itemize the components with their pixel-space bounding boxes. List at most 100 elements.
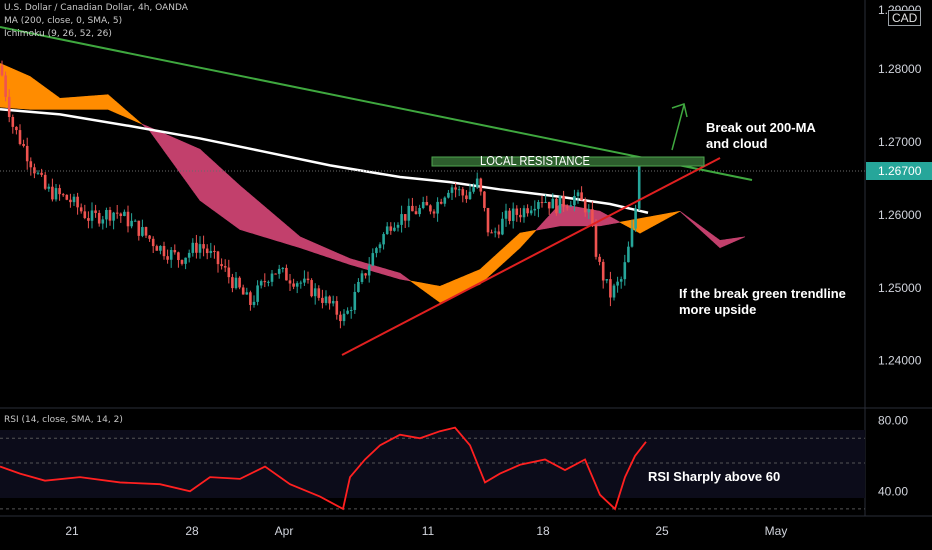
candle-down <box>540 202 544 204</box>
candle-up <box>184 257 187 264</box>
candle-up <box>324 296 328 303</box>
candle-up <box>252 301 256 305</box>
red-uptrend-line[interactable] <box>341 157 721 356</box>
rsi-note: RSI Sharply above 60 <box>648 469 780 484</box>
candle-up <box>331 301 335 304</box>
candle-up <box>198 244 202 253</box>
candle-up <box>457 189 461 191</box>
candle-down <box>249 292 252 305</box>
candle-up <box>493 231 497 233</box>
candle-up <box>522 208 526 218</box>
candle-down <box>11 117 15 127</box>
candle-up <box>418 208 421 215</box>
candle-down <box>583 200 587 213</box>
candle-down <box>411 205 414 212</box>
symbol-legend[interactable]: U.S. Dollar / Canadian Dollar, 4h, OANDA <box>4 3 188 13</box>
ma-legend[interactable]: MA (200, close, 0, SMA, 5) <box>4 16 123 26</box>
candle-down <box>213 250 216 252</box>
candle-down <box>439 201 443 204</box>
candle-up <box>101 219 105 224</box>
candle-up <box>551 198 555 209</box>
candle-down <box>483 191 486 208</box>
ma200-line[interactable] <box>0 108 649 214</box>
candle-up <box>475 178 479 188</box>
candle-up <box>123 211 126 217</box>
candle-down <box>61 194 65 196</box>
candle-up <box>468 191 472 200</box>
candle-down <box>292 283 295 287</box>
candle-down <box>519 214 522 218</box>
rsi-line[interactable] <box>0 426 647 511</box>
candle-up <box>72 196 76 203</box>
candle-up <box>544 201 547 203</box>
time-tick-label: 21 <box>65 524 79 538</box>
candle-down <box>108 209 112 221</box>
candle-down <box>335 301 339 315</box>
candle-up <box>511 208 515 221</box>
candle-up <box>537 202 540 209</box>
candle-down <box>177 252 180 261</box>
candle-down <box>76 196 79 208</box>
candle-up <box>105 209 108 220</box>
candle-down <box>591 209 594 225</box>
candle-down <box>58 188 61 195</box>
price-tick-label: 1.28000 <box>878 62 922 76</box>
candle-down <box>119 213 123 217</box>
candle-up <box>353 291 357 310</box>
candle-up <box>367 265 371 276</box>
green-downtrend-line[interactable] <box>0 26 753 181</box>
candle-down <box>562 195 565 207</box>
rsi-legend[interactable]: RSI (14, close, SMA, 14, 2) <box>4 415 123 425</box>
candle-up <box>187 252 191 258</box>
candle-up <box>90 210 94 221</box>
candle-up <box>450 187 454 193</box>
candle-down <box>137 220 141 236</box>
rsi-tick-label: 80.00 <box>878 414 908 428</box>
candle-up <box>54 188 58 200</box>
price-tick-label: 1.27000 <box>878 135 922 149</box>
candle-up <box>209 250 213 254</box>
candle-up <box>501 218 504 235</box>
candle-down <box>97 212 101 224</box>
price-tick-label: 1.25000 <box>878 281 922 295</box>
candle-down <box>490 232 493 234</box>
candle-down <box>115 212 119 214</box>
candle-down <box>403 214 407 221</box>
candle-up <box>619 279 623 282</box>
candle-down <box>526 208 529 214</box>
currency-badge[interactable]: CAD <box>888 10 922 26</box>
candle-up <box>558 195 562 214</box>
candle-down <box>33 167 36 174</box>
time-tick-label: 28 <box>185 524 199 538</box>
candle-up <box>36 172 40 174</box>
candle-down <box>425 202 429 206</box>
candle-up <box>634 208 637 229</box>
local-resistance-box[interactable] <box>431 156 705 167</box>
candle-up <box>303 278 306 283</box>
candle-down <box>43 174 47 189</box>
candle-up <box>378 244 382 249</box>
breakout-note-line2: and cloud <box>706 136 767 151</box>
candle-down <box>274 273 277 275</box>
candle-down <box>594 224 598 257</box>
ichimoku-cloud <box>0 63 746 303</box>
candle-down <box>216 251 220 265</box>
candle-down <box>40 172 43 175</box>
candle-down <box>479 178 483 192</box>
candle-down <box>144 227 148 236</box>
candle-up <box>407 205 411 221</box>
candle-down <box>4 75 7 97</box>
candle-up <box>313 288 317 297</box>
candle-down <box>432 211 436 214</box>
candle-down <box>306 278 310 281</box>
time-tick-label: Apr <box>275 524 294 538</box>
breakout-arrow[interactable] <box>671 103 688 151</box>
candle-up <box>375 248 378 254</box>
time-tick-label: 18 <box>536 524 550 538</box>
candle-down <box>598 256 601 262</box>
candle-up <box>472 187 475 192</box>
svg-text:1.26700: 1.26700 <box>878 164 922 178</box>
candle-up <box>281 267 285 269</box>
ichimoku-legend[interactable]: Ichimoku (9, 26, 52, 26) <box>4 29 112 39</box>
